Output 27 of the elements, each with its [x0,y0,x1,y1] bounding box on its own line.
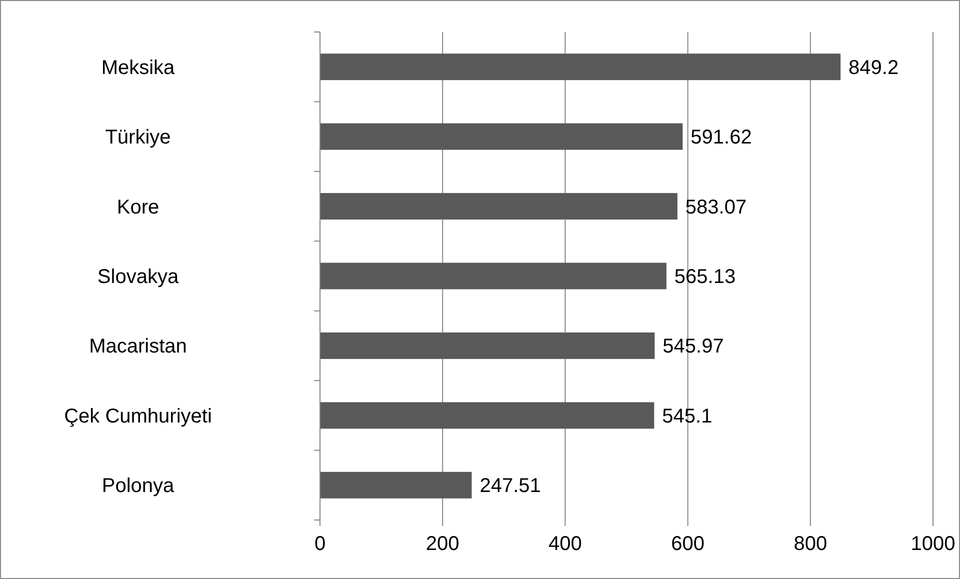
data-label: 565.13 [674,266,736,288]
x-tick-label: 800 [794,533,828,555]
bar [320,262,666,290]
y-tick-label: Türkiye [105,126,171,149]
bar [320,123,683,150]
x-tick-label: 600 [671,533,704,555]
data-label: 583.07 [685,196,747,218]
data-label: 545.1 [662,405,712,428]
y-tick-label: Çek Cumhuriyeti [64,405,212,428]
data-label: 247.51 [480,475,541,498]
bar [320,332,655,359]
y-tick-label: Macaristan [89,336,187,358]
x-tick-label: 400 [548,533,582,555]
data-label: 849.2 [848,56,899,79]
y-tick-label: Slovakya [97,266,180,288]
x-tick-label: 1000 [910,533,956,555]
data-label: 591.62 [690,126,752,149]
y-tick-label: Meksika [101,56,176,79]
data-label: 545.97 [662,336,724,358]
y-tick-label: Kore [116,196,160,218]
y-tick-label: Polonya [102,475,176,498]
bar [320,54,841,80]
bar [320,402,654,429]
bar [320,193,678,220]
bar [320,472,472,498]
x-tick-label: 0 [314,533,326,555]
x-tick-label: 200 [426,533,460,555]
